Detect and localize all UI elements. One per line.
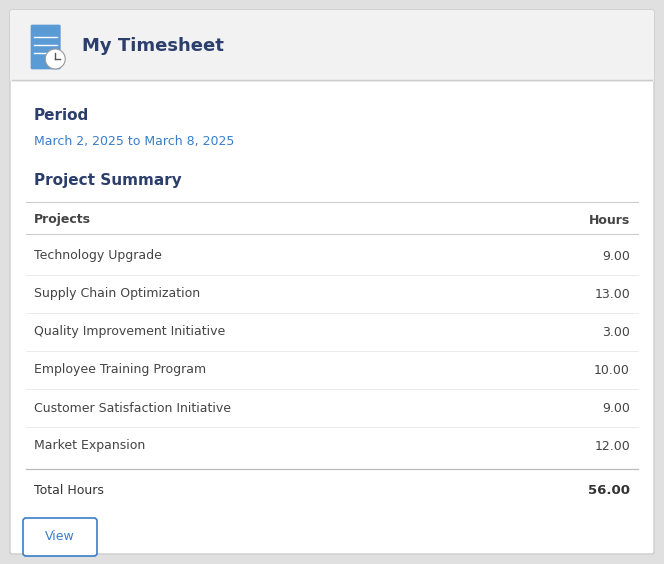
Text: My Timesheet: My Timesheet [82, 37, 224, 55]
Text: Total Hours: Total Hours [34, 484, 104, 497]
Text: 56.00: 56.00 [588, 484, 630, 497]
FancyBboxPatch shape [10, 10, 654, 82]
Text: 12.00: 12.00 [594, 439, 630, 452]
FancyBboxPatch shape [10, 10, 654, 554]
Text: 10.00: 10.00 [594, 364, 630, 377]
Text: March 2, 2025 to March 8, 2025: March 2, 2025 to March 8, 2025 [34, 135, 234, 148]
Text: 9.00: 9.00 [602, 249, 630, 262]
Text: Projects: Projects [34, 214, 91, 227]
Text: Technology Upgrade: Technology Upgrade [34, 249, 162, 262]
FancyBboxPatch shape [23, 518, 97, 556]
FancyBboxPatch shape [31, 25, 60, 69]
Circle shape [45, 49, 65, 69]
Text: Hours: Hours [589, 214, 630, 227]
Text: Supply Chain Optimization: Supply Chain Optimization [34, 288, 200, 301]
Polygon shape [12, 74, 652, 80]
Text: 13.00: 13.00 [594, 288, 630, 301]
Text: View: View [45, 531, 75, 544]
Text: Project Summary: Project Summary [34, 173, 182, 187]
Text: Customer Satisfaction Initiative: Customer Satisfaction Initiative [34, 402, 231, 415]
Text: 9.00: 9.00 [602, 402, 630, 415]
Text: Period: Period [34, 108, 89, 124]
Text: 3.00: 3.00 [602, 325, 630, 338]
Text: Market Expansion: Market Expansion [34, 439, 145, 452]
Text: Quality Improvement Initiative: Quality Improvement Initiative [34, 325, 225, 338]
Text: Employee Training Program: Employee Training Program [34, 364, 206, 377]
